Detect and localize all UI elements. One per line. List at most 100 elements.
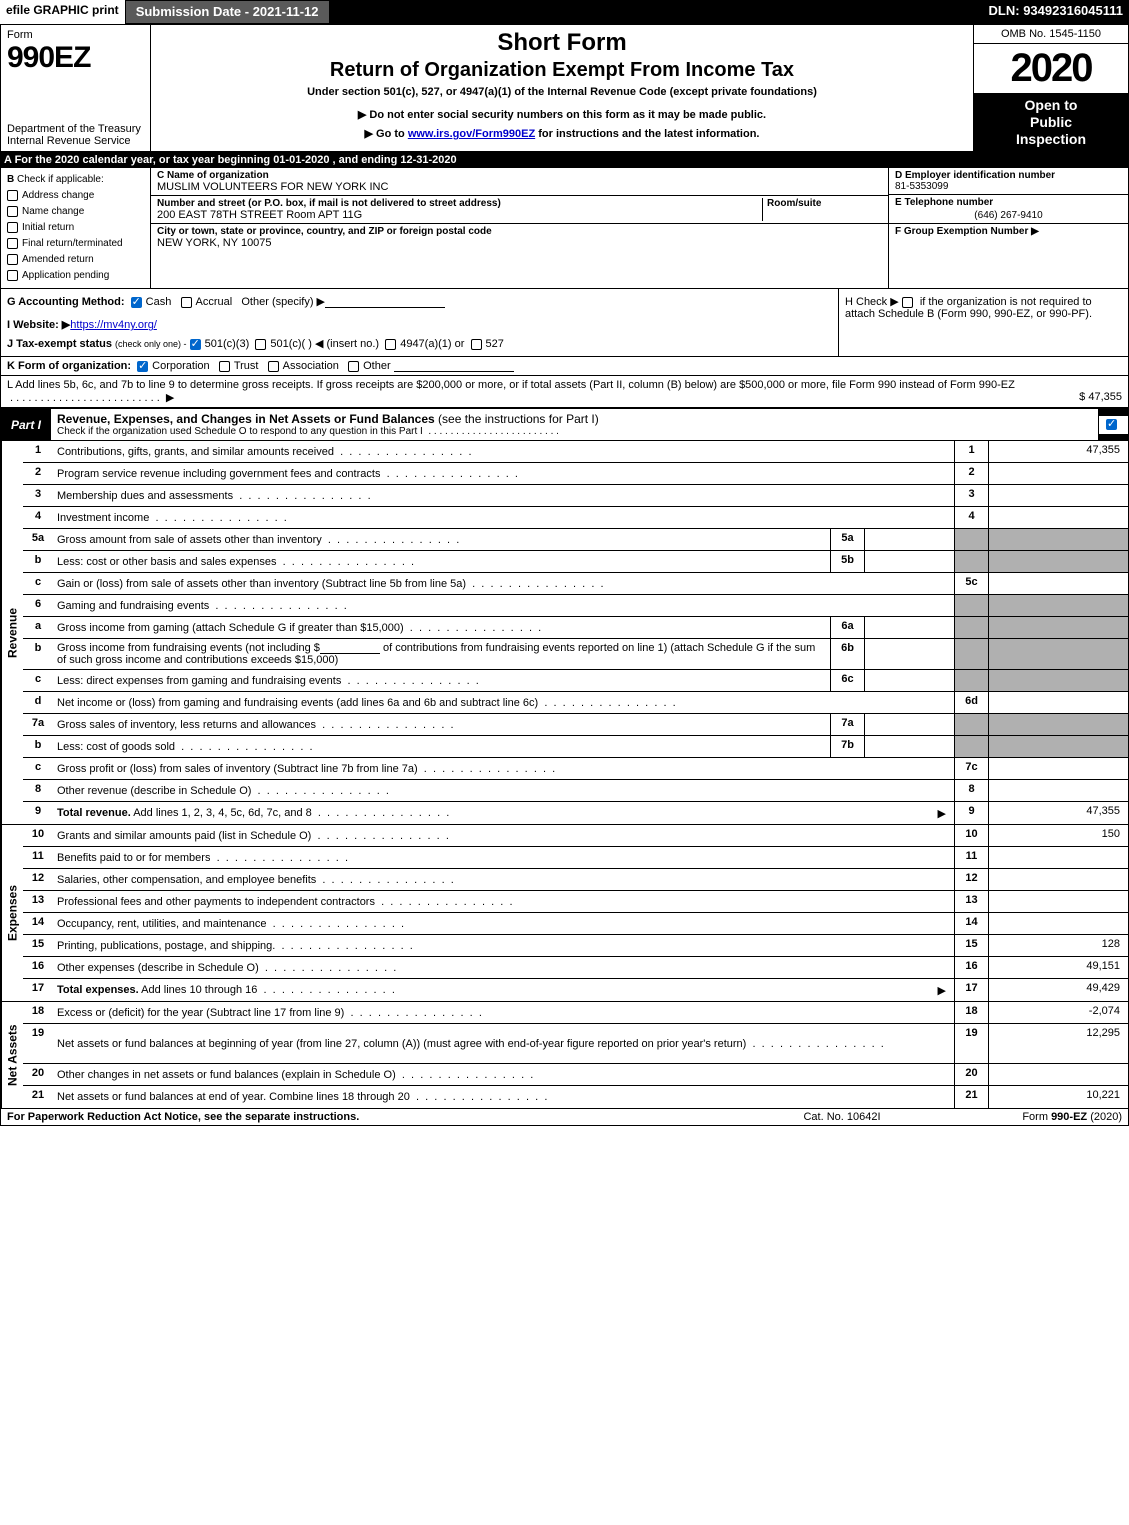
line-row: 3Membership dues and assessments . . . .… (23, 485, 1128, 507)
efile-label[interactable]: efile GRAPHIC print (0, 0, 125, 24)
line-number: 17 (23, 979, 53, 1001)
checkbox-application-pending[interactable] (7, 270, 18, 281)
line-row: 14Occupancy, rent, utilities, and mainte… (23, 913, 1128, 935)
line-description: Investment income . . . . . . . . . . . … (53, 507, 954, 528)
dln-number: DLN: 93492316045111 (983, 0, 1129, 24)
line-number: 2 (23, 463, 53, 484)
checkbox-cash[interactable] (131, 297, 142, 308)
line-row: 19Net assets or fund balances at beginni… (23, 1024, 1128, 1064)
right-line-number (954, 617, 988, 638)
opt-amended-return: Amended return (22, 254, 94, 265)
j-501c3: 501(c)(3) (205, 338, 250, 350)
checkbox-other-org[interactable] (348, 361, 359, 372)
header-center-col: Short Form Return of Organization Exempt… (151, 25, 973, 151)
line-row: 9Total revenue. Add lines 1, 2, 3, 4, 5c… (23, 802, 1128, 824)
line-number: b (23, 551, 53, 572)
line-description: Total revenue. Add lines 1, 2, 3, 4, 5c,… (53, 802, 954, 824)
room-label: Room/suite (767, 198, 882, 209)
g-accounting-method: G Accounting Method: Cash Accrual Other … (7, 295, 832, 308)
right-line-value (988, 692, 1128, 713)
right-line-value: 47,355 (988, 441, 1128, 462)
line-row: cLess: direct expenses from gaming and f… (23, 670, 1128, 692)
line-description: Membership dues and assessments . . . . … (53, 485, 954, 506)
org-name-label: C Name of organization (157, 170, 882, 181)
checkbox-address-change[interactable] (7, 190, 18, 201)
right-line-number: 12 (954, 869, 988, 890)
opt-final-return: Final return/terminated (22, 238, 123, 249)
line-row: bLess: cost or other basis and sales exp… (23, 551, 1128, 573)
right-line-number: 21 (954, 1086, 988, 1108)
expenses-table: 10Grants and similar amounts paid (list … (23, 825, 1128, 1001)
goto-suffix: for instructions and the latest informat… (535, 128, 759, 140)
revenue-section: Revenue 1Contributions, gifts, grants, a… (0, 441, 1129, 824)
checkbox-501c[interactable] (255, 339, 266, 350)
j-501c: 501(c)( ) ◀ (insert no.) (270, 338, 379, 350)
l-amount: $ 47,355 (1079, 391, 1122, 403)
k-assoc: Association (283, 360, 339, 372)
phone-label: E Telephone number (895, 197, 1122, 208)
checkbox-501c3[interactable] (190, 339, 201, 350)
phone-value: (646) 267-9410 (895, 208, 1122, 221)
right-line-number (954, 670, 988, 691)
line-number: 5a (23, 529, 53, 550)
sub-line-value (864, 617, 954, 638)
line-description: Gross income from fundraising events (no… (53, 639, 830, 669)
h-schedule-b: H Check ▶ if the organization is not req… (838, 289, 1128, 356)
line-description: Net income or (loss) from gaming and fun… (53, 692, 954, 713)
return-title: Return of Organization Exempt From Incom… (159, 59, 965, 82)
right-line-value (988, 463, 1128, 484)
checkbox-corporation[interactable] (137, 361, 148, 372)
checkbox-association[interactable] (268, 361, 279, 372)
right-line-value: 12,295 (988, 1024, 1128, 1063)
right-line-number: 18 (954, 1002, 988, 1023)
line-row: 12Salaries, other compensation, and empl… (23, 869, 1128, 891)
sub-line-number: 6a (830, 617, 864, 638)
footer-right-suffix: (2020) (1087, 1111, 1122, 1123)
checkbox-schedule-b[interactable] (902, 297, 913, 308)
right-line-value: 128 (988, 935, 1128, 956)
inspection-l3: Inspection (976, 131, 1126, 148)
submission-date: Submission Date - 2021-11-12 (125, 0, 330, 24)
g-other-blank[interactable] (325, 296, 445, 308)
line-number: a (23, 617, 53, 638)
checkbox-initial-return[interactable] (7, 222, 18, 233)
sub-line-value (864, 714, 954, 735)
ein-value: 81-5353099 (895, 181, 1122, 192)
checkbox-name-change[interactable] (7, 206, 18, 217)
right-line-number (954, 736, 988, 757)
part-1-schedule-o-checkbox[interactable] (1098, 416, 1128, 434)
short-form-title: Short Form (159, 29, 965, 57)
goto-prefix: ▶ Go to (365, 128, 408, 140)
line-row: 10Grants and similar amounts paid (list … (23, 825, 1128, 847)
right-line-number (954, 595, 988, 616)
line-number: 10 (23, 825, 53, 846)
right-line-value (988, 869, 1128, 890)
line-description: Gross income from gaming (attach Schedul… (53, 617, 830, 638)
checkbox-amended-return[interactable] (7, 254, 18, 265)
checkbox-final-return[interactable] (7, 238, 18, 249)
line-number: 8 (23, 780, 53, 801)
checkbox-527[interactable] (471, 339, 482, 350)
b-letter: B (7, 174, 14, 185)
line-description: Salaries, other compensation, and employ… (53, 869, 954, 890)
tax-year: 2020 (974, 44, 1128, 93)
ein-label: D Employer identification number (895, 170, 1122, 181)
netassets-table: 18Excess or (deficit) for the year (Subt… (23, 1002, 1128, 1108)
right-line-number: 20 (954, 1064, 988, 1085)
checkbox-4947[interactable] (385, 339, 396, 350)
part-1-title-main: Revenue, Expenses, and Changes in Net As… (57, 412, 435, 426)
line-row: 2Program service revenue including gover… (23, 463, 1128, 485)
check-if-label: Check if applicable: (17, 174, 104, 185)
k-other-blank[interactable] (394, 360, 514, 372)
irs-link[interactable]: www.irs.gov/Form990EZ (408, 128, 535, 140)
row-l-gross-receipts: L Add lines 5b, 6c, and 7b to line 9 to … (0, 376, 1129, 408)
checkbox-accrual[interactable] (181, 297, 192, 308)
line-description: Total expenses. Add lines 10 through 16 … (53, 979, 954, 1001)
line-number: 16 (23, 957, 53, 978)
right-line-number: 17 (954, 979, 988, 1001)
checkbox-trust[interactable] (219, 361, 230, 372)
omb-number: OMB No. 1545-1150 (974, 25, 1128, 44)
line-description: Less: cost or other basis and sales expe… (53, 551, 830, 572)
website-link[interactable]: https://mv4ny.org/ (70, 319, 157, 331)
right-line-value (988, 639, 1128, 669)
